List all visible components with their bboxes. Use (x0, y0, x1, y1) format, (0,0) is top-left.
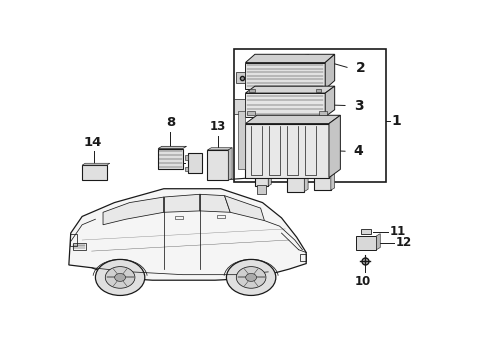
Bar (255, 162, 268, 186)
Bar (207, 150, 228, 180)
Polygon shape (82, 163, 110, 165)
Bar (175, 216, 183, 219)
Polygon shape (158, 146, 187, 149)
Bar (236, 72, 245, 84)
Bar (158, 149, 183, 169)
Bar (217, 215, 224, 218)
Text: 3: 3 (354, 99, 363, 113)
Polygon shape (228, 148, 232, 180)
Text: 6: 6 (291, 133, 300, 146)
Bar (234, 99, 245, 114)
Polygon shape (200, 194, 230, 212)
Polygon shape (245, 115, 341, 123)
Bar (247, 111, 255, 115)
Text: 5: 5 (257, 133, 266, 146)
Text: 8: 8 (166, 116, 175, 129)
Polygon shape (314, 164, 335, 167)
Bar (245, 93, 325, 117)
Bar (73, 243, 86, 250)
Bar (185, 167, 189, 171)
Polygon shape (224, 195, 265, 221)
Polygon shape (376, 234, 380, 250)
Circle shape (96, 260, 145, 296)
Polygon shape (287, 160, 308, 162)
Bar (300, 254, 306, 261)
Bar (314, 167, 331, 190)
Polygon shape (245, 86, 335, 93)
Bar (70, 234, 77, 246)
Polygon shape (238, 111, 245, 169)
Circle shape (105, 267, 135, 288)
Bar (319, 111, 327, 115)
Text: 11: 11 (390, 225, 406, 238)
Text: 14: 14 (83, 135, 102, 149)
Bar (287, 162, 304, 192)
Bar (249, 89, 255, 92)
Polygon shape (268, 161, 271, 186)
Polygon shape (325, 54, 335, 89)
Text: 1: 1 (392, 114, 401, 128)
Polygon shape (331, 164, 335, 190)
Bar (257, 185, 267, 194)
Circle shape (226, 260, 276, 296)
Bar (185, 156, 189, 159)
Polygon shape (325, 86, 335, 117)
Circle shape (236, 267, 266, 288)
Text: 9: 9 (164, 157, 173, 170)
Bar (316, 89, 321, 92)
Bar (361, 229, 371, 234)
Polygon shape (207, 148, 232, 150)
Bar (82, 165, 107, 180)
Bar (189, 153, 202, 174)
Text: 13: 13 (210, 120, 226, 133)
Text: 4: 4 (354, 144, 364, 158)
Bar (245, 123, 329, 177)
Bar (356, 236, 376, 250)
Polygon shape (103, 197, 164, 225)
Circle shape (245, 274, 257, 282)
Bar (234, 49, 386, 182)
Bar (245, 63, 325, 89)
Polygon shape (304, 160, 308, 192)
Polygon shape (69, 189, 306, 280)
Polygon shape (329, 115, 341, 177)
Text: 2: 2 (356, 61, 366, 75)
Text: 7: 7 (318, 137, 327, 150)
Polygon shape (164, 194, 200, 212)
Text: 10: 10 (355, 275, 371, 288)
Circle shape (115, 274, 125, 282)
Text: 12: 12 (395, 236, 412, 249)
Polygon shape (245, 54, 335, 63)
